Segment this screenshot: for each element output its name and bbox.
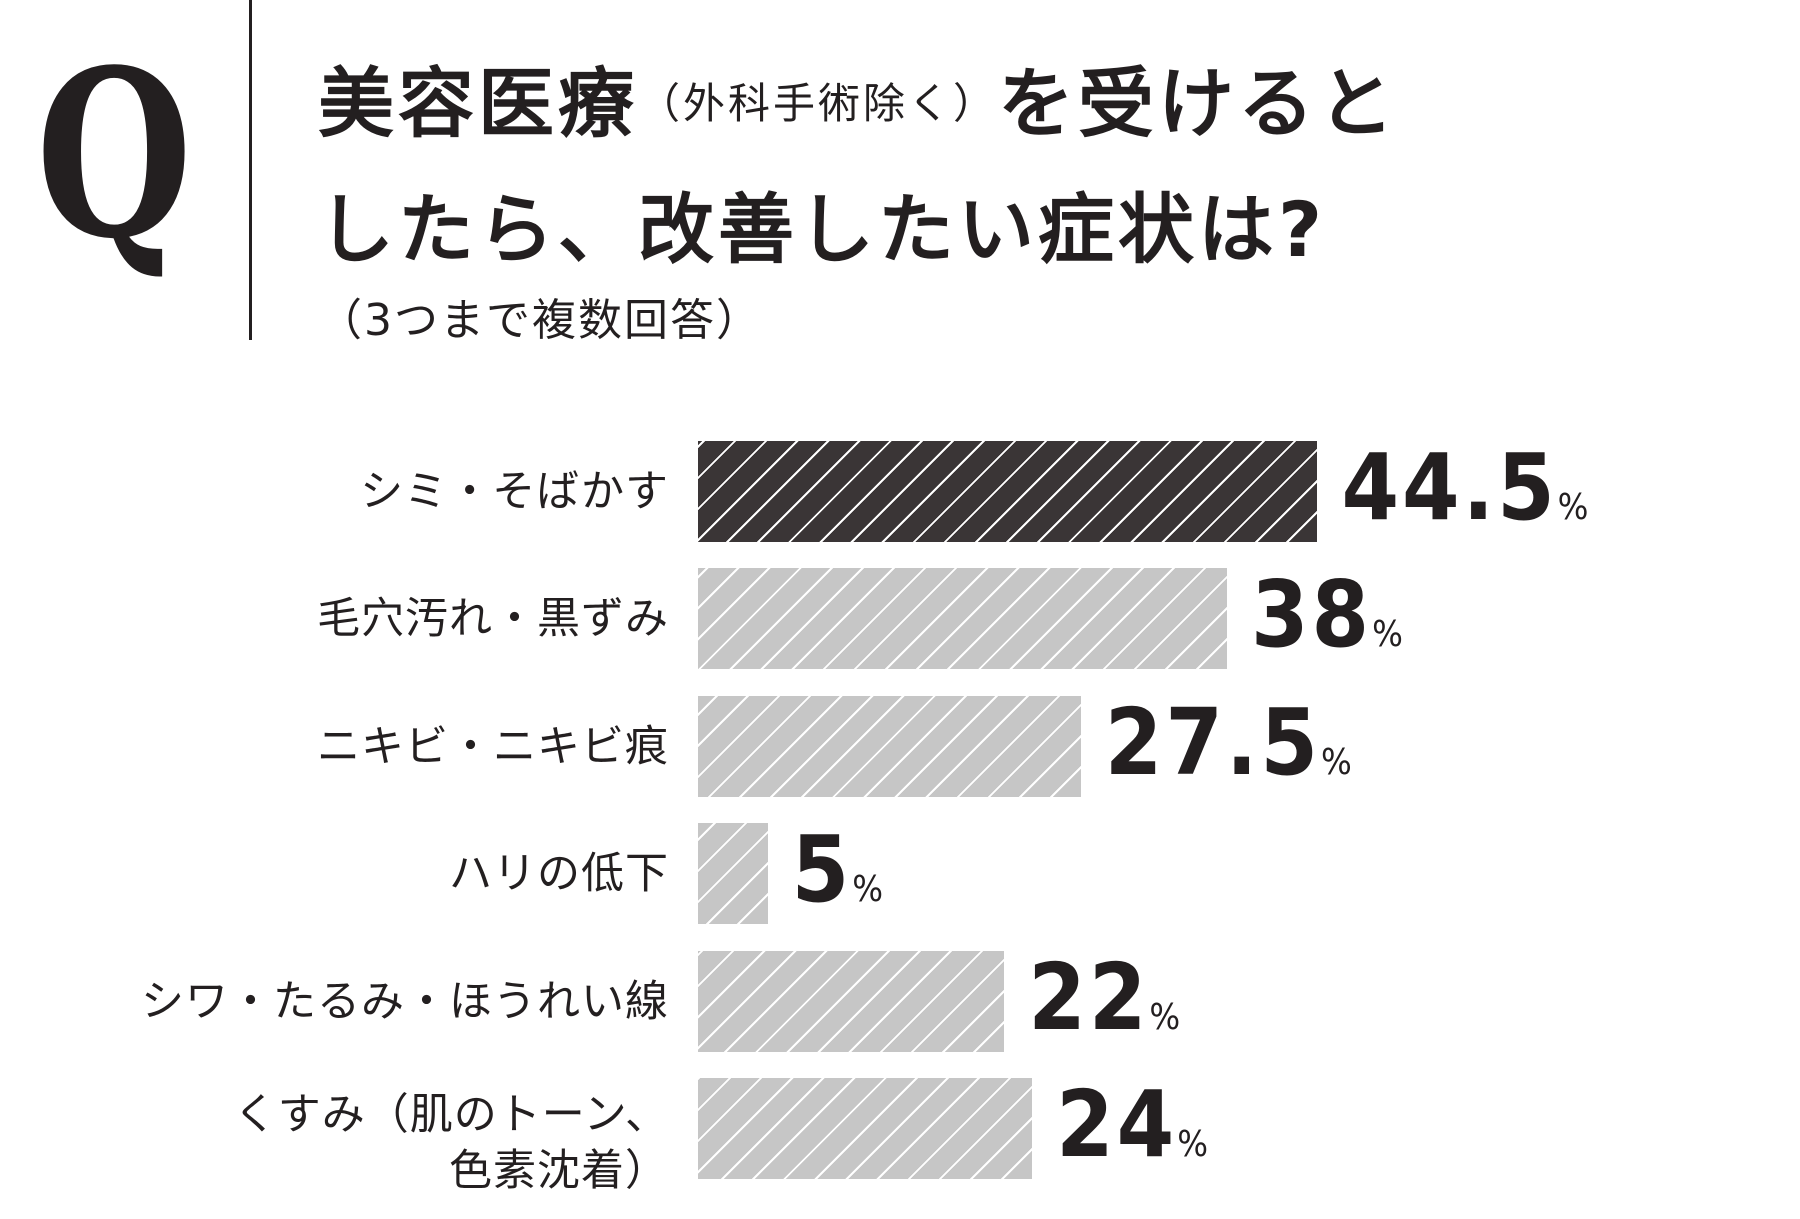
category-label: ニキビ・ニキビ痕	[317, 719, 669, 775]
value-label: 44.5%	[1341, 437, 1588, 558]
category-label-line: 毛穴汚れ・黒ずみ	[317, 593, 669, 644]
value-number: 27.5	[1104, 689, 1322, 796]
value-number: 22	[1028, 944, 1150, 1051]
value-number: 5	[791, 816, 853, 923]
title-line-2: したら、改善したい症状は?	[318, 185, 1327, 274]
divider	[249, 0, 252, 340]
category-label-line: ハリの低下	[449, 848, 669, 899]
category-label-line: ニキビ・ニキビ痕	[317, 721, 669, 772]
value-number: 38	[1250, 561, 1373, 668]
subtitle: （3つまで複数回答）	[318, 295, 762, 346]
percent-sign: %	[1557, 487, 1589, 528]
value-number: 44.5	[1341, 434, 1558, 541]
bar-5	[698, 1078, 1033, 1179]
category-label: ハリの低下	[449, 846, 669, 902]
category-label: くすみ（肌のトーン、 色素沈着）	[234, 1087, 669, 1199]
category-label-line: くすみ（肌のトーン、	[233, 1089, 669, 1140]
value-label: 22%	[1028, 947, 1180, 1068]
percent-sign: %	[1372, 614, 1403, 655]
category-label-line: シミ・そばかす	[360, 466, 669, 517]
bar-3	[698, 823, 768, 924]
bar-1	[698, 568, 1227, 669]
percent-sign: %	[1177, 1124, 1209, 1165]
title-paren: （外科手術除く）	[638, 79, 999, 128]
category-label: シワ・たるみ・ほうれい線	[141, 974, 669, 1030]
title-part: を受けると	[998, 59, 1399, 148]
category-label-line: 色素沈着）	[449, 1145, 669, 1196]
bar-2	[698, 696, 1081, 797]
value-label: 24%	[1056, 1074, 1208, 1195]
bar-0	[698, 441, 1318, 542]
bar-4	[698, 951, 1005, 1052]
category-label-line: シワ・たるみ・ほうれい線	[141, 976, 669, 1027]
q-logo: Q	[36, 20, 193, 290]
title-part: 美容医療	[318, 59, 638, 148]
category-label: 毛穴汚れ・黒ずみ	[317, 591, 669, 647]
value-label: 5%	[792, 819, 883, 940]
percent-sign: %	[1321, 742, 1352, 783]
value-number: 24	[1056, 1071, 1178, 1178]
value-label: 27.5%	[1105, 692, 1352, 813]
percent-sign: %	[1149, 997, 1181, 1038]
category-label: シミ・そばかす	[360, 464, 669, 520]
percent-sign: %	[852, 869, 883, 910]
value-label: 38%	[1251, 564, 1403, 685]
title-line-1: 美容医療（外科手術除く）を受けると	[318, 42, 1398, 152]
